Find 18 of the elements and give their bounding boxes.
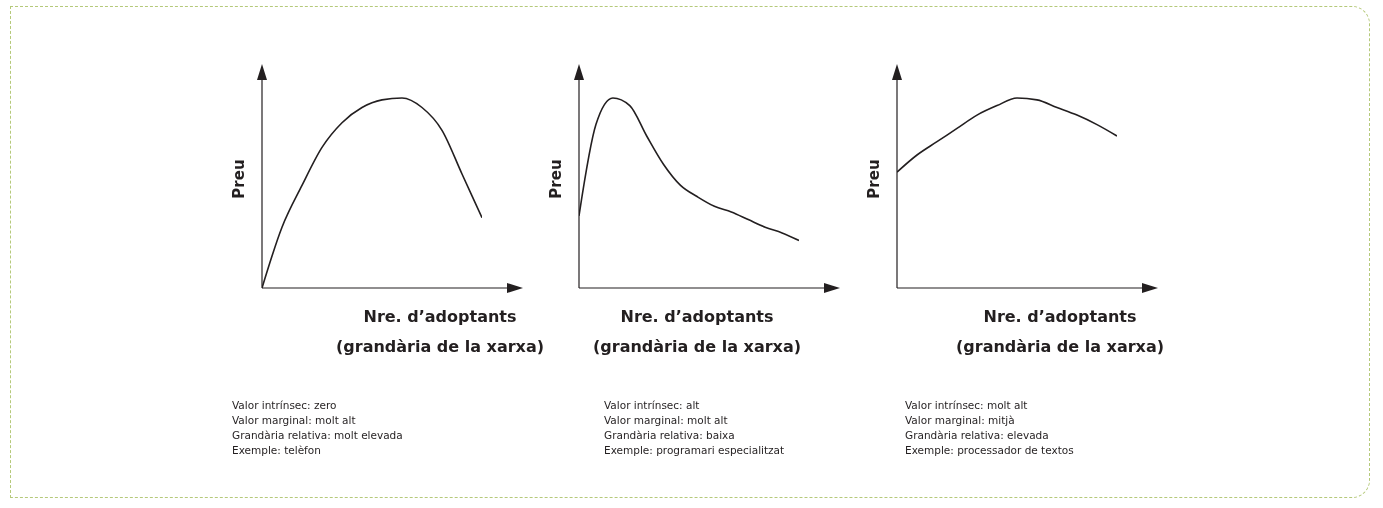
text: Grandària relativa: molt elevada [232, 428, 404, 443]
text: Valor marginal: molt alt [604, 413, 729, 428]
y-axis-title: Preu [865, 159, 883, 199]
x-axis-title: Nre. d’adoptants (grandària de la xarxa) [592, 306, 802, 358]
x-axis-title: Nre. d’adoptants (grandària de la xarxa) [335, 306, 545, 358]
text: Grandària relativa: baixa [604, 428, 736, 443]
text: Valor intrínsec: zero [232, 398, 338, 413]
y-axis-title: Preu [230, 159, 248, 199]
text: Grandària relativa: elevada [905, 428, 1050, 443]
text: Valor intrínsec: alt [604, 398, 701, 413]
text: Exemple: telèfon [232, 443, 322, 458]
text: Valor marginal: mitjà [905, 413, 1016, 428]
x-axis-title: Nre. d’adoptants (grandària de la xarxa) [955, 306, 1165, 358]
text: Exemple: programari especialitzat [604, 443, 786, 458]
text: Valor intrínsec: molt alt [905, 398, 1029, 413]
text: Exemple: processador de textos [905, 443, 1075, 458]
text: Valor marginal: molt alt [232, 413, 357, 428]
y-axis-title: Preu [547, 159, 565, 199]
